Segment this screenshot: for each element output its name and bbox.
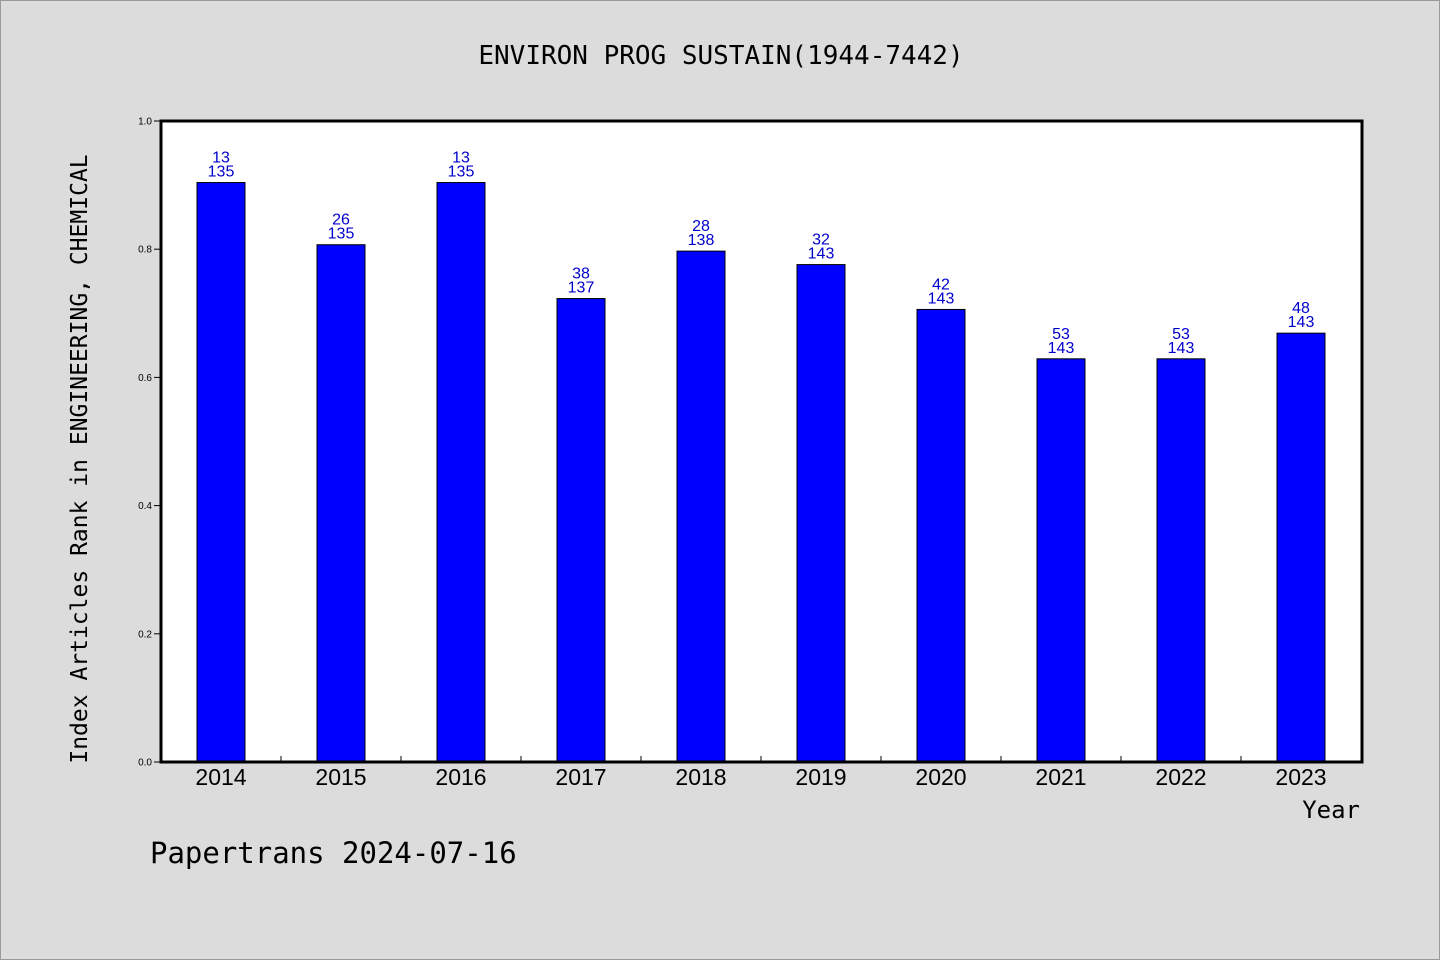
bar-2020 [916, 308, 966, 763]
y-tick-label: 0.6 [138, 373, 152, 384]
x-tick-label: 2020 [915, 764, 966, 790]
bar-rank-label: 48 [1292, 300, 1310, 317]
x-tick-label: 2014 [195, 764, 246, 790]
bar-rank-label: 28 [692, 218, 710, 235]
bar-total-label: 143 [1168, 340, 1195, 357]
y-tick-label: 0.0 [138, 758, 152, 769]
y-tick-label: 1.0 [138, 117, 152, 128]
bar-2015 [316, 244, 366, 763]
bar-total-label: 135 [448, 164, 475, 181]
x-tick-label: 2018 [675, 764, 726, 790]
plot-border [159, 119, 1364, 764]
bar-rank-label: 53 [1172, 326, 1190, 343]
bar-rank-label: 38 [572, 266, 590, 283]
y-tick-label: 0.8 [138, 245, 152, 256]
bar-rank-label: 13 [212, 150, 230, 167]
y-axis-label: Index Articles Rank in ENGINEERING, CHEM… [67, 154, 93, 763]
bar-total-label: 143 [928, 290, 955, 307]
bar-total-label: 143 [1288, 314, 1315, 331]
bar-total-label: 138 [688, 232, 715, 249]
bar-2014 [196, 182, 246, 763]
x-tick-label: 2023 [1275, 764, 1326, 790]
bar-2021 [1036, 358, 1086, 763]
chart-title: ENVIRON PROG SUSTAIN(1944-7442) [478, 41, 963, 71]
bar-total-label: 135 [208, 164, 235, 181]
x-tick-label: 2019 [795, 764, 846, 790]
bar-rank-label: 13 [452, 150, 470, 167]
bar-total-label: 137 [568, 280, 595, 297]
footer-text: Papertrans 2024-07-16 [150, 836, 517, 870]
bar-total-label: 135 [328, 226, 355, 243]
x-axis-label: Year [1302, 796, 1360, 824]
bar-rank-label: 26 [332, 212, 350, 229]
x-tick-label: 2015 [315, 764, 366, 790]
x-tick-label: 2017 [555, 764, 606, 790]
x-tick-label: 2016 [435, 764, 486, 790]
bar-total-label: 143 [808, 246, 835, 263]
y-axis: 0.0 0.2 0.4 0.6 0.8 1.0 [138, 117, 161, 769]
bar-total-label: 143 [1048, 340, 1075, 357]
x-tick-label: 2021 [1035, 764, 1086, 790]
bars-layer [196, 182, 1326, 763]
x-tick-label: 2022 [1155, 764, 1206, 790]
bar-2019 [796, 264, 846, 763]
bar-rank-label: 42 [932, 276, 950, 293]
y-tick-label: 0.4 [138, 501, 152, 512]
bar-2017 [556, 298, 606, 763]
bar-2022 [1156, 358, 1206, 763]
y-tick-label: 0.2 [138, 629, 152, 640]
bar-2018 [676, 250, 726, 763]
x-axis: 2014 2015 2016 2017 2018 2019 2020 2021 2022 2023 [195, 756, 1327, 790]
bar-rank-label: 53 [1052, 326, 1070, 343]
bar-2016 [436, 182, 486, 763]
bar-2023 [1276, 332, 1326, 763]
bar-rank-label: 32 [812, 232, 830, 249]
